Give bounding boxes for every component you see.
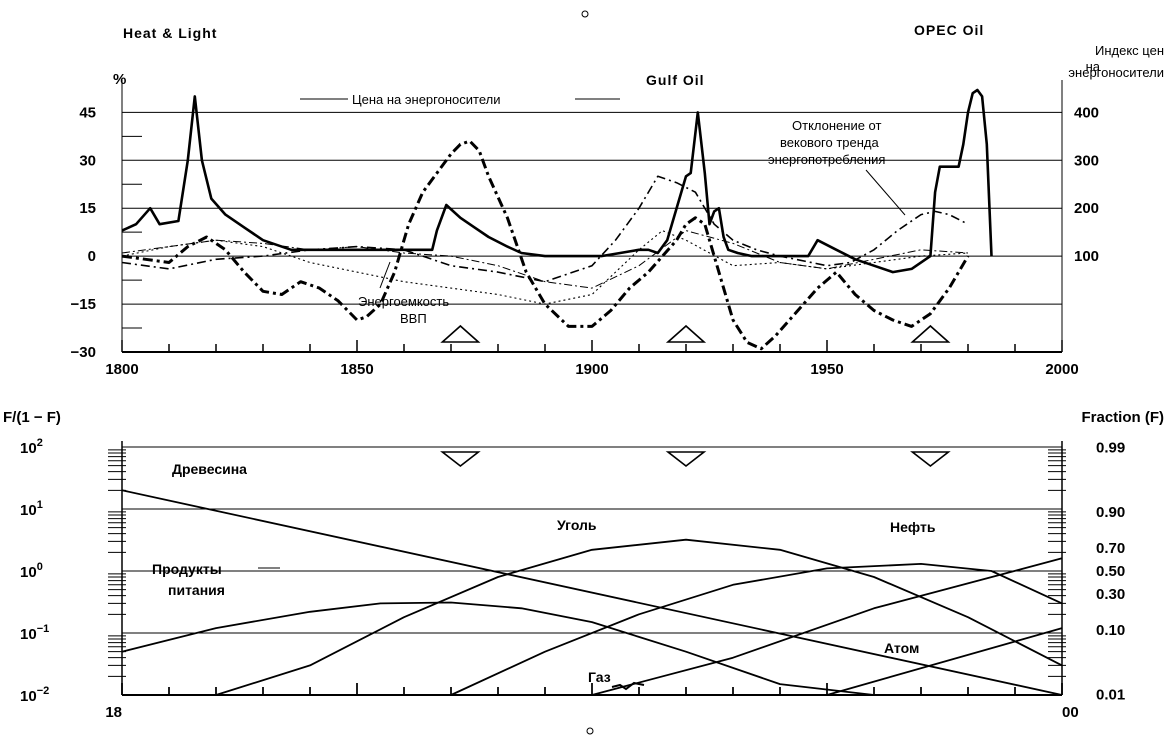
- annotation-deviation-line-3: энергопотребления: [768, 152, 885, 167]
- top-gridlines: 45 30 15 0 −15 −30 400 300 200 100: [71, 104, 1099, 361]
- top-left-tick-label: 30: [79, 152, 96, 169]
- series-label-nuclear: Атом: [884, 640, 919, 656]
- top-left-tick-label: 0: [88, 248, 96, 265]
- top-series-line-dash-dot-thin: [121, 230, 969, 289]
- series-label-food-line-2: питания: [168, 582, 225, 598]
- bottom-right-tick-label: 0.01: [1096, 687, 1125, 704]
- annotation-leader-deviation: [865, 169, 906, 216]
- bottom-chart-panel: 102 101 100 10−1 10−2 0.99 0.90 0.70 0.50 0.30 0.1…: [3, 409, 1164, 735]
- up-triangle-marker: [665, 324, 707, 343]
- top-left-tick-label: 15: [79, 200, 96, 217]
- bottom-triangle-markers: [440, 451, 951, 468]
- annotation-deviation-line-2: векового тренда: [780, 135, 880, 150]
- up-triangle-marker: [440, 324, 481, 343]
- decorative-circle-top: [581, 10, 589, 18]
- top-right-tick-label: 100: [1074, 248, 1099, 265]
- bottom-right-tick-label: 0.10: [1096, 622, 1125, 639]
- top-right-axis-label-line-1: Индекс цен: [1095, 43, 1164, 58]
- top-right-axis-label-line-3: энергоносители: [1068, 65, 1164, 80]
- series-label-food-line-1: Продукты: [152, 561, 222, 577]
- bottom-left-tick-label: 10−2: [20, 685, 49, 705]
- bottom-right-tick-label: 0.90: [1096, 504, 1125, 521]
- bottom-right-tick-label: 0.70: [1096, 540, 1125, 557]
- top-x-tick-label: 1800: [105, 361, 138, 378]
- top-x-tick-label: 2000: [1045, 361, 1078, 378]
- top-left-tick-label: 45: [79, 104, 96, 121]
- bottom-right-tick-label: 0.99: [1096, 439, 1125, 456]
- top-left-tick-label: −30: [71, 344, 96, 361]
- bottom-right-tick-label: 0.30: [1096, 586, 1125, 603]
- top-right-tick-label: 400: [1074, 104, 1099, 121]
- top-series-line-dash-dot-bold: [121, 139, 970, 351]
- down-triangle-marker: [665, 451, 707, 468]
- decorative-circle-bottom: [586, 727, 594, 735]
- bottom-left-tick-label: 100: [20, 561, 43, 581]
- annotation-deviation-line-1: Отклонение от: [792, 118, 881, 133]
- top-x-tick-label: 1950: [810, 361, 843, 378]
- bottom-right-axis-label: Fraction (F): [1082, 409, 1165, 426]
- annotation-energy-intensity-line-2: ВВП: [400, 311, 427, 326]
- top-left-axis-label: %: [113, 71, 126, 88]
- annotation-energy-intensity-line-1: Энергоемкость: [358, 294, 449, 309]
- top-right-tick-label: 300: [1074, 152, 1099, 169]
- top-triangle-markers: [440, 324, 951, 343]
- top-right-tick-label: 200: [1074, 200, 1099, 217]
- series-label-oil: Нефть: [890, 519, 936, 535]
- bottom-left-tick-label: 102: [20, 437, 43, 457]
- bottom-text-labels: F/(1 − F) Fraction (F) Древесина Продукт…: [3, 409, 1164, 685]
- top-right-axis-label-line-2: на: [1086, 59, 1101, 74]
- bottom-series-line-2: [122, 538, 1063, 696]
- top-x-tick-label: 1900: [575, 361, 608, 378]
- bottom-series-line-3: [450, 563, 1063, 696]
- bottom-right-tick-label: 0.50: [1096, 563, 1125, 580]
- series-label-coal: Уголь: [557, 517, 597, 533]
- gas-label-squiggle: [611, 681, 645, 691]
- top-chart-panel: 45 30 15 0 −15 −30 400 300 200 100 1800 1850 1900 19…: [71, 22, 1164, 378]
- series-label-wood: Древесина: [172, 461, 247, 477]
- bottom-series-line-1: [121, 601, 968, 696]
- top-axes-frame: 1800 1850 1900 1950 2000: [105, 80, 1079, 378]
- down-triangle-marker: [910, 451, 951, 468]
- bottom-left-tick-label: 101: [20, 499, 43, 519]
- top-series-lines: [121, 88, 993, 351]
- bottom-series-line-0: [121, 489, 1063, 696]
- peak-label-heat-light: Heat & Light: [123, 25, 217, 41]
- annotation-leader-intensity: [379, 261, 391, 289]
- bottom-series-line-5: [826, 627, 1063, 696]
- top-x-tick-label: 1850: [340, 361, 373, 378]
- down-triangle-marker: [440, 451, 481, 468]
- peak-label-gulf-oil: Gulf Oil: [646, 72, 705, 88]
- top-left-tick-label: −15: [71, 296, 96, 313]
- bottom-left-tick-label: 10−1: [20, 623, 49, 643]
- peak-label-opec-oil: OPEC Oil: [914, 22, 984, 38]
- up-triangle-marker: [910, 324, 951, 343]
- series-label-gas: Газ: [588, 669, 611, 685]
- top-text-labels: % Индекс цен на энергоносители Heat & Li…: [113, 22, 1164, 326]
- top-series-line-dotted: [121, 230, 969, 305]
- top-series-line-solid-bold: [121, 88, 993, 274]
- bottom-series-line-4: [591, 557, 1063, 696]
- annotation-energy-price: Цена на энергоносители: [352, 92, 500, 107]
- bottom-gridlines: 102 101 100 10−1 10−2 0.99 0.90 0.70 0.50 0.30 0.1…: [20, 437, 1125, 705]
- bottom-left-axis-label: F/(1 − F): [3, 409, 61, 426]
